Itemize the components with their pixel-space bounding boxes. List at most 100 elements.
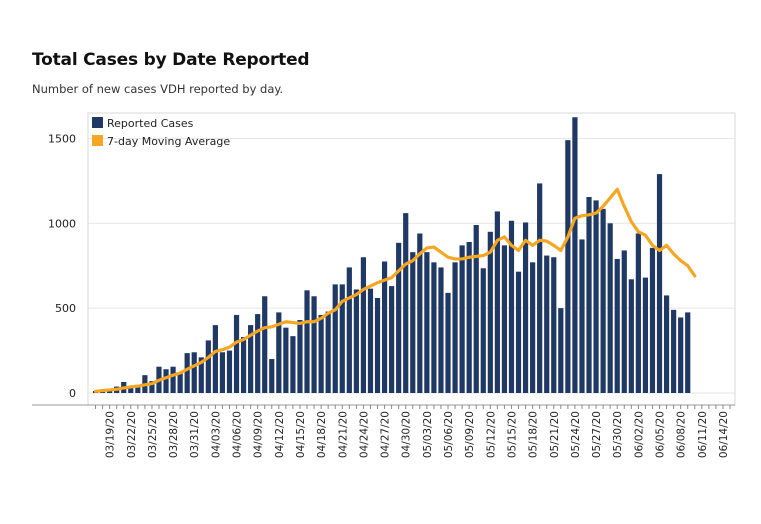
bar [649, 247, 656, 393]
bar [304, 290, 310, 393]
bar [283, 327, 289, 393]
bar [248, 325, 254, 393]
bar [530, 262, 536, 393]
x-tick-label: 05/12/20 [485, 411, 497, 458]
bar [191, 352, 197, 393]
bar [459, 245, 465, 393]
bar [219, 352, 226, 393]
bar [374, 297, 381, 393]
y-axis: 0 500 1000 1500 [48, 132, 76, 400]
x-tick-label: 05/18/20 [528, 411, 540, 458]
bar [621, 250, 627, 393]
legend-label-reported-cases: Reported Cases [107, 117, 194, 130]
bar [431, 262, 437, 393]
x-tick-label: 06/08/20 [676, 411, 688, 458]
bar [184, 353, 190, 393]
y-tick-label: 500 [55, 302, 76, 315]
bar [240, 337, 247, 393]
bar [255, 314, 261, 393]
bar [396, 242, 402, 393]
bar [424, 252, 430, 393]
bar [537, 183, 543, 393]
chart-subtitle: Number of new cases VDH reported by day. [32, 82, 284, 96]
x-tick-label: 03/19/20 [105, 411, 117, 458]
legend-label-moving-average: 7-day Moving Average [107, 135, 230, 148]
bar [544, 255, 550, 393]
bar [438, 267, 444, 393]
bar [593, 200, 599, 393]
x-tick-label: 06/14/20 [718, 411, 730, 458]
bar [515, 271, 522, 393]
x-tick-label: 05/24/20 [570, 411, 582, 458]
y-tick-label: 1500 [48, 132, 76, 145]
x-tick-label: 04/30/20 [401, 411, 413, 458]
bar [198, 357, 204, 393]
bar [635, 233, 641, 393]
chart-title: Total Cases by Date Reported [32, 50, 310, 70]
bar [551, 257, 557, 393]
bar [452, 262, 458, 393]
bar [403, 213, 409, 393]
bar [614, 258, 620, 393]
bar [360, 257, 367, 393]
bar [501, 245, 508, 393]
x-tick-label: 05/06/20 [443, 411, 455, 458]
bar [663, 295, 670, 393]
bar [656, 174, 663, 393]
legend: Reported Cases 7-day Moving Average [92, 117, 230, 148]
x-tick-label: 05/15/20 [506, 411, 518, 458]
bar [276, 312, 282, 393]
bar [381, 261, 388, 393]
bar [628, 279, 634, 393]
bar [671, 309, 677, 393]
x-tick-label: 04/24/20 [358, 411, 370, 458]
moving-average-line [93, 187, 697, 393]
x-tick-label: 03/28/20 [168, 411, 180, 458]
bar [417, 233, 423, 393]
x-tick-label: 05/03/20 [422, 411, 434, 458]
bar [149, 381, 155, 393]
bar [678, 317, 684, 393]
legend-swatch-moving-average [92, 135, 103, 146]
bar [262, 296, 268, 393]
x-tick-label: 03/22/20 [126, 411, 138, 458]
bar [466, 241, 472, 393]
bar [170, 366, 176, 393]
x-tick-label: 04/15/20 [295, 411, 307, 458]
bar [558, 308, 564, 393]
x-tick-label: 06/05/20 [655, 411, 667, 458]
x-tick-label: 05/21/20 [549, 411, 561, 458]
bar [205, 340, 211, 393]
bar [339, 284, 345, 393]
bar [494, 211, 500, 393]
bar [607, 223, 613, 393]
bar [163, 369, 169, 393]
x-tick-label: 05/27/20 [591, 411, 603, 458]
x-tick-label: 04/06/20 [232, 411, 244, 458]
bar [642, 277, 649, 393]
bar [586, 197, 592, 393]
bar [325, 311, 331, 393]
bar [487, 231, 493, 393]
x-tick-label: 03/25/20 [147, 411, 159, 458]
y-tick-label: 1000 [48, 217, 76, 230]
bar [480, 268, 486, 393]
bar [135, 384, 141, 393]
bar [128, 387, 134, 393]
x-tick-label: 04/21/20 [337, 411, 349, 458]
x-tick-label: 04/27/20 [380, 411, 392, 458]
bar [473, 225, 479, 393]
x-tick-label: 04/03/20 [210, 411, 222, 458]
bar [297, 320, 303, 393]
bar [226, 350, 233, 393]
bar [685, 312, 691, 393]
x-tick-label: 06/11/20 [697, 411, 709, 458]
x-axis: 03/19/20 03/22/20 03/25/20 03/28/20 03/31/20… [95, 405, 731, 458]
bar [346, 267, 352, 393]
bar-series [92, 117, 691, 394]
bar [269, 359, 275, 393]
bar [522, 222, 529, 393]
bar [445, 292, 451, 393]
bar [311, 296, 317, 393]
